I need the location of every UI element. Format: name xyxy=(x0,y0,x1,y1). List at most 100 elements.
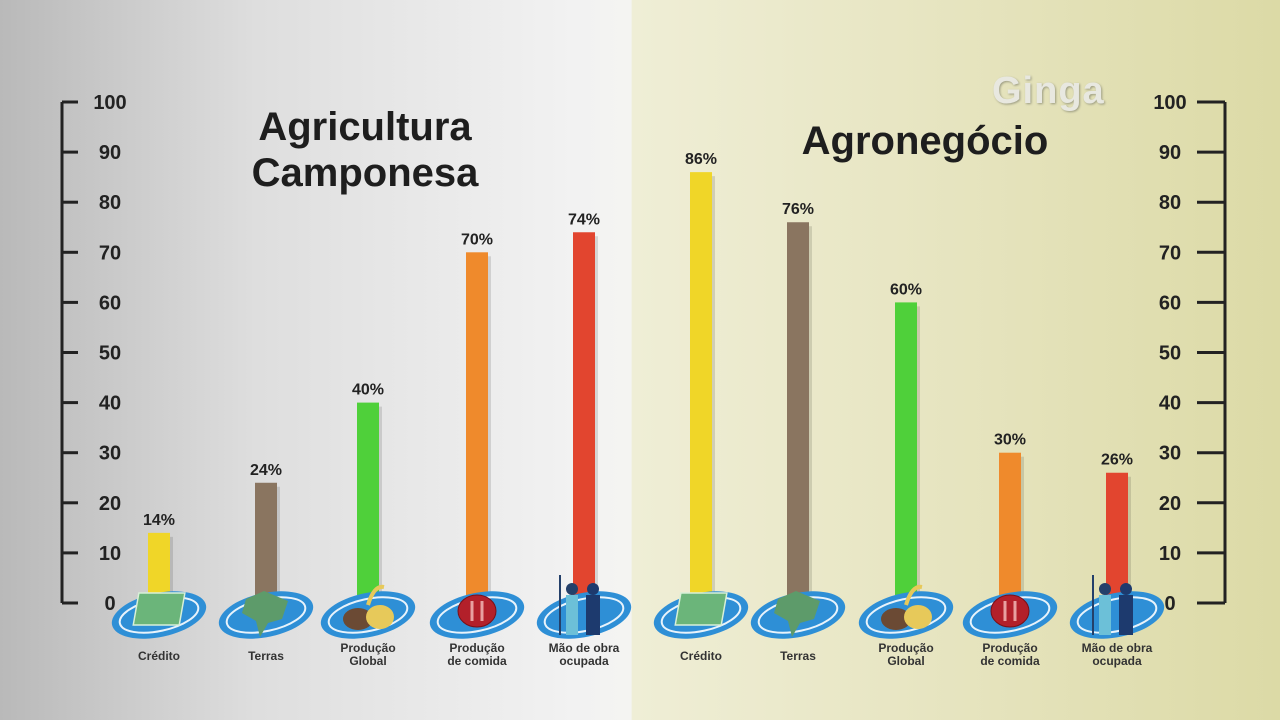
cutlery-shape xyxy=(1003,601,1017,621)
y-tick-label: 0 xyxy=(1164,593,1175,615)
category-label-line: Mão de obra xyxy=(1082,641,1153,655)
category-label-line: Produção xyxy=(340,641,395,655)
data-label: 70% xyxy=(461,231,493,248)
category-label: Terras xyxy=(780,649,816,663)
category-label-line: Mão de obra xyxy=(549,641,620,655)
y-tick-label: 30 xyxy=(1159,443,1181,465)
ginga-logo: Ginga xyxy=(992,70,1105,112)
red-plate-shape xyxy=(457,594,497,628)
category-label: Produção Global xyxy=(878,641,933,668)
worker-head xyxy=(587,583,599,595)
corn-shape xyxy=(904,605,932,629)
bar xyxy=(1106,472,1128,595)
data-label: 26% xyxy=(1101,452,1133,469)
category-label-line: Terras xyxy=(780,649,816,663)
y-tick-label: 80 xyxy=(99,192,121,214)
workers-icon xyxy=(536,575,632,639)
category-label-line: Produção xyxy=(982,641,1037,655)
category-label-line: ocupada xyxy=(559,654,609,668)
farmer-shape xyxy=(1099,595,1111,635)
bar xyxy=(255,482,277,595)
y-tick-label: 70 xyxy=(99,242,121,264)
category-label-line: Global xyxy=(349,654,386,668)
category-label: Crédito xyxy=(680,649,722,663)
plate-cutlery-icon xyxy=(429,591,525,639)
data-label: 14% xyxy=(143,512,175,529)
y-tick-label: 10 xyxy=(99,543,121,565)
category-label: Terras xyxy=(248,649,284,663)
wheat-shape xyxy=(904,584,923,606)
bar xyxy=(357,402,379,595)
y-tick-label: 100 xyxy=(93,92,126,114)
grains-icon xyxy=(320,584,416,639)
y-tick-label: 60 xyxy=(99,292,121,314)
grains-icon xyxy=(858,584,954,639)
y-tick-label: 20 xyxy=(1159,493,1181,515)
workers-icon xyxy=(1069,575,1165,639)
category-label: Produção Global xyxy=(340,641,395,668)
map-shape xyxy=(774,591,820,637)
bar xyxy=(895,302,917,595)
bar xyxy=(690,172,712,595)
y-tick-label: 60 xyxy=(1159,292,1181,314)
y-tick-label: 90 xyxy=(1159,142,1181,164)
y-tick-label: 80 xyxy=(1159,192,1181,214)
category-label: Produção de comida xyxy=(447,641,507,668)
category-label-line: de comida xyxy=(447,654,507,668)
category-label: Mão de obra ocupada xyxy=(1082,641,1153,668)
data-label: 74% xyxy=(568,211,600,228)
category-label-line: Produção xyxy=(878,641,933,655)
bar xyxy=(787,222,809,596)
data-label: 24% xyxy=(250,462,282,479)
data-label: 40% xyxy=(352,382,384,399)
y-tick-label: 10 xyxy=(1159,543,1181,565)
y-tick-label: 50 xyxy=(1159,343,1181,365)
category-label-line: ocupada xyxy=(1092,654,1142,668)
brazil-map-icon xyxy=(750,591,846,639)
bar xyxy=(466,252,488,596)
money-stack-icon xyxy=(653,591,749,639)
bean-shape xyxy=(881,608,911,630)
map-shape xyxy=(242,591,288,637)
corn-shape xyxy=(366,605,394,629)
chart-title-right: Agronegócio xyxy=(801,119,1049,163)
worker-shape xyxy=(1119,595,1133,635)
money-shape xyxy=(674,592,728,626)
y-tick-label: 100 xyxy=(1153,92,1186,114)
worker-shape xyxy=(586,595,600,635)
y-tick-label: 30 xyxy=(99,443,121,465)
category-label-line: Crédito xyxy=(138,649,180,663)
category-label-line: de comida xyxy=(980,654,1040,668)
money-stack-icon xyxy=(111,591,207,639)
category-label-line: Produção xyxy=(449,641,504,655)
bean-shape xyxy=(343,608,373,630)
y-tick-label: 70 xyxy=(1159,242,1181,264)
plate-cutlery-icon xyxy=(962,591,1058,639)
y-tick-label: 40 xyxy=(99,393,121,415)
y-tick-label: 90 xyxy=(99,142,121,164)
worker-head xyxy=(1120,583,1132,595)
category-label-line: Crédito xyxy=(680,649,722,663)
bar xyxy=(148,532,170,595)
data-label: 60% xyxy=(890,281,922,298)
data-label: 30% xyxy=(994,432,1026,449)
brazil-map-icon xyxy=(218,591,314,639)
wheat-shape xyxy=(366,584,385,606)
data-label: 86% xyxy=(685,151,717,168)
y-tick-label: 40 xyxy=(1159,393,1181,415)
y-tick-label: 0 xyxy=(104,593,115,615)
red-plate-shape xyxy=(990,594,1030,628)
money-shape xyxy=(132,592,186,626)
bar xyxy=(999,452,1021,595)
y-tick-label: 50 xyxy=(99,343,121,365)
farmer-head xyxy=(1099,583,1111,595)
category-label-line: Global xyxy=(887,654,924,668)
icon-plate-ring xyxy=(327,596,409,634)
icon-plate-ring xyxy=(865,596,947,634)
farmer-head xyxy=(566,583,578,595)
category-label: Produção de comida xyxy=(980,641,1040,668)
category-label: Crédito xyxy=(138,649,180,663)
data-label: 76% xyxy=(782,201,814,218)
cutlery-shape xyxy=(470,601,484,621)
